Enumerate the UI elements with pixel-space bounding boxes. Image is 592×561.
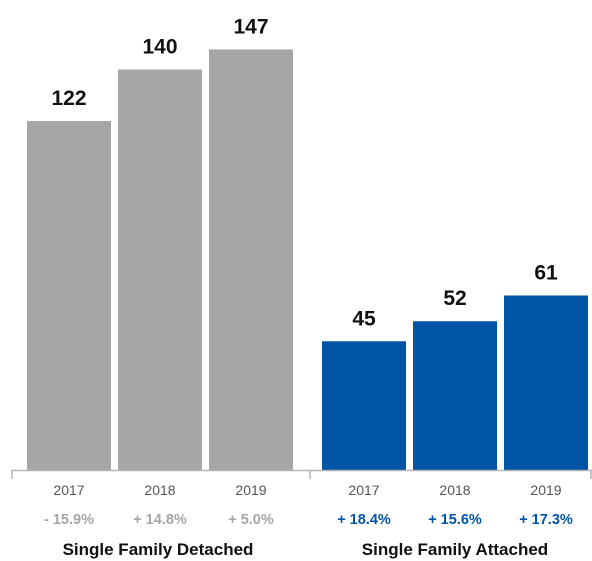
year-label-single-family-attached-2019: 2019: [530, 482, 561, 498]
change-label-single-family-detached-2018: + 14.8%: [133, 512, 187, 528]
change-label-single-family-attached-2018: + 15.6%: [428, 512, 482, 528]
year-label-single-family-detached-2018: 2018: [144, 482, 175, 498]
bar-single-family-attached-2018: [413, 321, 497, 470]
labels-layer: 122 2017 - 15.9% 140 2018 + 14.8% 147 2019 + 5.0…: [44, 15, 573, 559]
bar-single-family-detached-2017: [27, 120, 111, 470]
change-label-single-family-detached-2019: + 5.0%: [228, 512, 274, 528]
year-label-single-family-detached-2017: 2017: [53, 482, 84, 498]
value-label-single-family-detached-2017: 122: [51, 87, 86, 110]
axis-layer: [11, 469, 592, 479]
change-label-single-family-attached-2019: + 17.3%: [519, 512, 573, 528]
value-label-single-family-detached-2019: 147: [233, 15, 268, 38]
value-label-single-family-attached-2018: 52: [443, 287, 466, 310]
value-label-single-family-attached-2017: 45: [352, 307, 376, 330]
bars-layer: [27, 49, 588, 471]
year-label-single-family-attached-2018: 2018: [439, 482, 470, 498]
bar-single-family-attached-2017: [322, 341, 406, 470]
group-label-single-family-attached: Single Family Attached: [362, 540, 548, 559]
year-label-single-family-detached-2019: 2019: [235, 482, 266, 498]
bar-single-family-detached-2019: [209, 49, 293, 471]
group-label-single-family-detached: Single Family Detached: [63, 540, 254, 559]
change-label-single-family-detached-2017: - 15.9%: [44, 512, 94, 528]
year-label-single-family-attached-2017: 2017: [348, 482, 379, 498]
value-label-single-family-detached-2018: 140: [142, 35, 177, 58]
value-label-single-family-attached-2019: 61: [534, 261, 558, 284]
change-label-single-family-attached-2017: + 18.4%: [337, 512, 391, 528]
bar-single-family-detached-2018: [118, 69, 202, 471]
bar-single-family-attached-2019: [504, 295, 588, 470]
